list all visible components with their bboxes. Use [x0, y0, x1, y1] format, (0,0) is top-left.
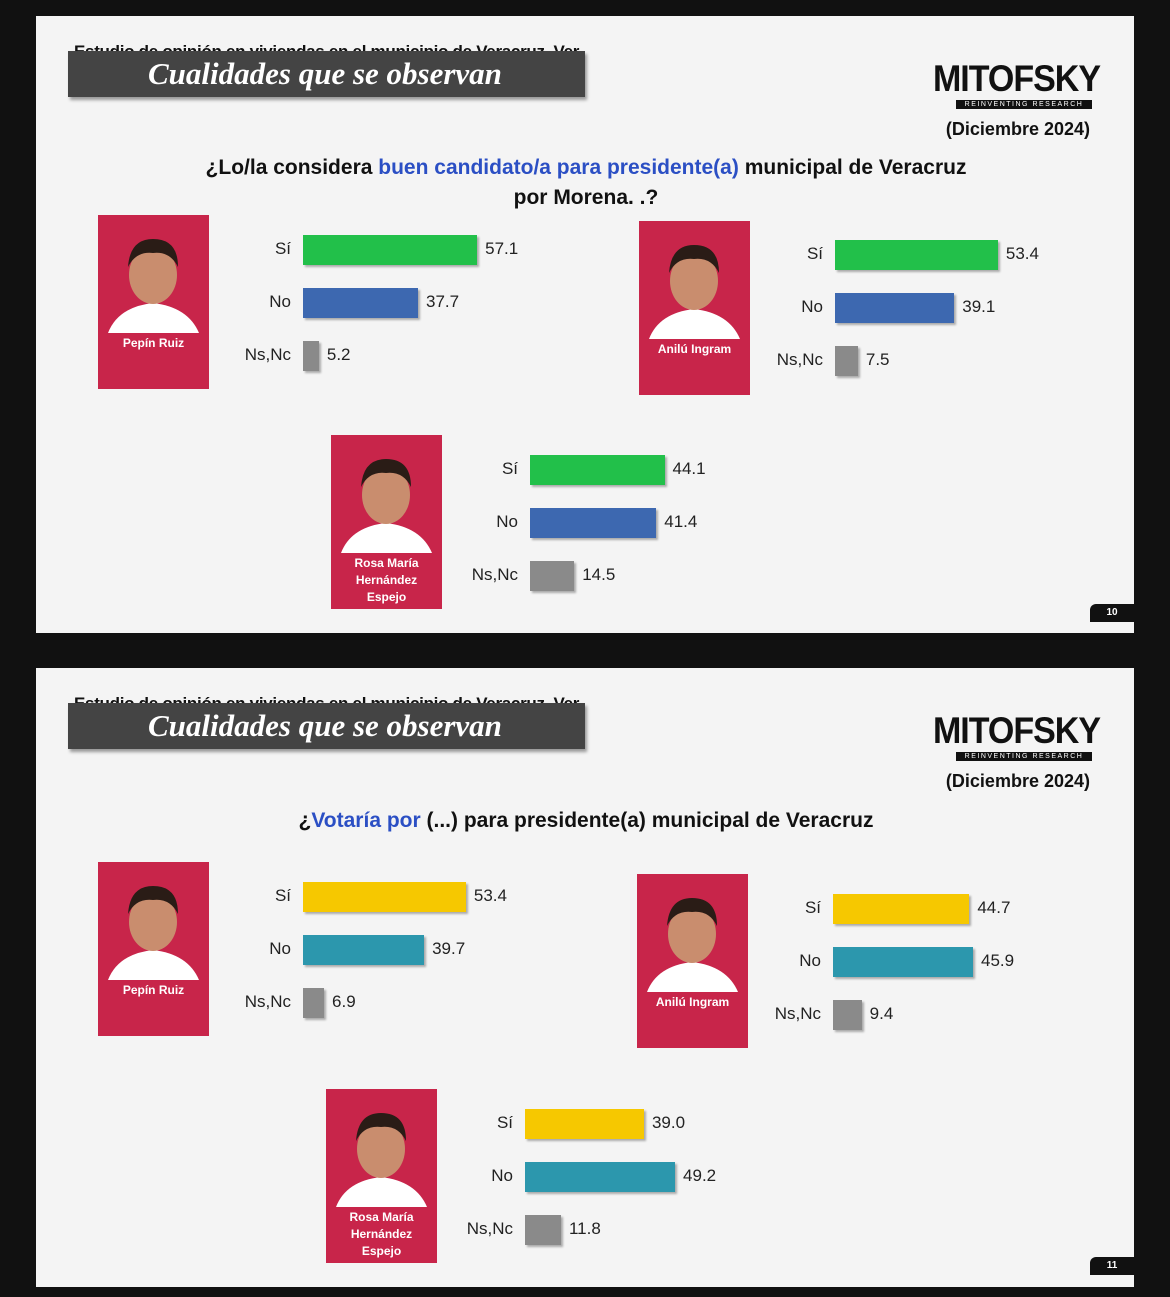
bar [303, 235, 478, 265]
bar [303, 882, 466, 912]
category-label: No [491, 1166, 513, 1185]
category-label: Ns,Nc [774, 1004, 821, 1023]
value-label: 11.8 [568, 1219, 601, 1238]
bar [525, 1162, 676, 1192]
bar [835, 346, 858, 376]
question-part: ¿Lo/la considera [205, 156, 379, 179]
logo: MITOFSKY [932, 710, 1101, 752]
question-part: Votaría por [311, 809, 421, 832]
category-label: Sí [806, 244, 823, 263]
category-label: No [496, 512, 518, 531]
slide: Estudio de opinión en viviendas en el mu… [36, 668, 1134, 1287]
value-label: 5.2 [326, 345, 351, 364]
bar [835, 293, 955, 323]
bar [303, 341, 319, 371]
candidate-photo: Rosa María Hernández Espejo [331, 435, 442, 609]
candidate-name: Anilú Ingram [657, 342, 732, 356]
category-label: No [269, 292, 291, 311]
bar [833, 1000, 862, 1030]
value-label: 39.7 [432, 939, 466, 958]
photo [108, 886, 199, 980]
value-label: 6.9 [332, 992, 356, 1011]
category-label: Ns,Nc [471, 565, 518, 584]
candidate-name: Pepín Ruiz [122, 983, 185, 997]
value-label: 14.5 [582, 565, 616, 584]
question-part: ¿ [298, 809, 312, 832]
category-label: Sí [274, 239, 291, 258]
bar [530, 508, 657, 538]
category-label: Sí [804, 898, 821, 917]
candidate-photo: Rosa María Hernández Espejo [326, 1089, 437, 1263]
slide-title: Cualidades que se observan [68, 703, 585, 749]
date: (Diciembre 2024) [945, 119, 1090, 139]
question: ¿Lo/la considera buen candidato/a para p… [186, 153, 986, 213]
value-label: 7.5 [865, 350, 890, 369]
candidate-photo: Pepín Ruiz [98, 215, 209, 389]
category-label: No [801, 297, 823, 316]
category-label: Ns,Nc [776, 350, 823, 369]
bar [525, 1109, 644, 1139]
value-label: 44.7 [977, 898, 1011, 917]
bar [303, 935, 425, 965]
candidate-photo: Anilú Ingram [637, 874, 748, 1048]
page-number: 10 [1090, 604, 1134, 622]
question-part: (...) para presidente(a) municipal de Ve… [420, 809, 874, 832]
photo [108, 239, 199, 333]
value-label: 41.4 [664, 512, 698, 531]
bar [530, 455, 665, 485]
bar [303, 988, 325, 1018]
question-part: municipal de Veracruz por Morena. .? [513, 156, 967, 209]
value-label: 53.4 [473, 886, 507, 905]
slide: Estudio de opinión en viviendas en el mu… [36, 16, 1134, 633]
question: ¿Votaría por (...) para presidente(a) mu… [186, 806, 986, 836]
category-label: No [799, 951, 821, 970]
photo [336, 1113, 427, 1207]
bar [303, 288, 418, 318]
photo [647, 898, 738, 992]
logo: MITOFSKY [932, 58, 1101, 100]
category-label: No [269, 939, 291, 958]
bar [835, 240, 998, 270]
value-label: 37.7 [425, 292, 460, 311]
logo-tagline: REINVENTING RESEARCH [956, 752, 1092, 761]
date: (Diciembre 2024) [945, 771, 1090, 791]
category-label: Sí [274, 886, 291, 905]
page-number: 11 [1090, 1257, 1134, 1275]
value-label: 49.2 [683, 1166, 717, 1185]
photo [341, 459, 432, 553]
value-label: 57.1 [485, 239, 519, 258]
category-label: Ns,Nc [244, 992, 291, 1011]
category-label: Ns,Nc [466, 1219, 513, 1238]
candidate-name: Anilú Ingram [655, 995, 730, 1009]
value-label: 45.9 [980, 951, 1015, 970]
candidate-name: Rosa María Hernández Espejo [354, 556, 419, 604]
bar [525, 1215, 561, 1245]
value-label: 44.1 [672, 459, 706, 478]
value-label: 39.0 [651, 1113, 686, 1132]
category-label: Ns,Nc [244, 345, 291, 364]
category-label: Sí [496, 1113, 513, 1132]
candidate-photo: Pepín Ruiz [98, 862, 209, 1036]
value-label: 9.4 [869, 1004, 894, 1023]
photo [649, 245, 740, 339]
question-part: buen candidato/a para presidente(a) [378, 156, 739, 179]
logo-tagline: REINVENTING RESEARCH [956, 100, 1092, 109]
bar [530, 561, 575, 591]
value-label: 53.4 [1005, 244, 1039, 263]
slide-title: Cualidades que se observan [68, 51, 585, 97]
candidate-photo: Anilú Ingram [639, 221, 750, 395]
bar [833, 894, 970, 924]
bar [833, 947, 973, 977]
value-label: 39.1 [962, 297, 996, 316]
candidate-name: Rosa María Hernández Espejo [349, 1210, 414, 1258]
category-label: Sí [501, 459, 518, 478]
candidate-name: Pepín Ruiz [122, 336, 185, 350]
